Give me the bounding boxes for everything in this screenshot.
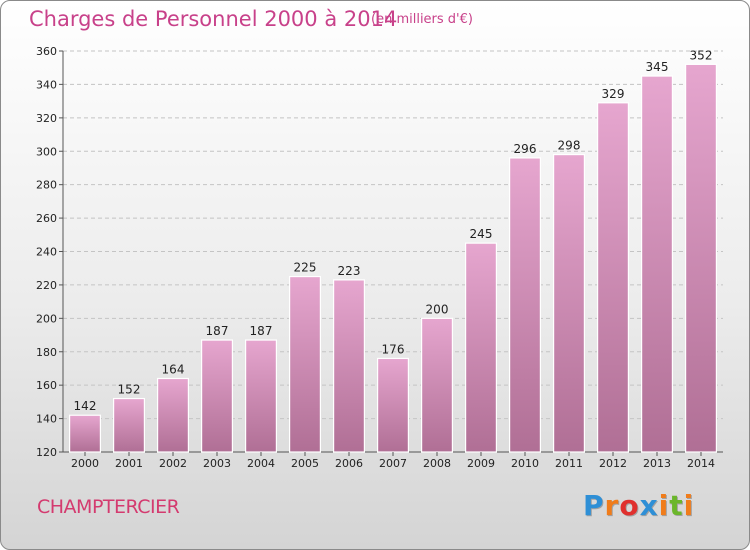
data-label: 352	[690, 48, 713, 62]
bar-2000[interactable]	[68, 414, 101, 453]
x-tick-label: 2012	[599, 457, 627, 470]
proxiti-logo[interactable]: Proxiti	[583, 489, 694, 522]
y-tick-label: 240	[36, 246, 57, 259]
data-label: 225	[294, 261, 317, 275]
bar-2010[interactable]	[509, 157, 542, 453]
x-tick-label: 2002	[159, 457, 187, 470]
x-tick-label: 2010	[511, 457, 539, 470]
x-tick-label: 2001	[115, 457, 143, 470]
y-tick-label: 120	[36, 446, 57, 459]
data-label: 345	[646, 60, 669, 74]
y-tick-label: 360	[36, 45, 57, 58]
x-tick-label: 2003	[203, 457, 231, 470]
data-label: 176	[382, 342, 405, 356]
x-tick-label: 2004	[247, 457, 275, 470]
bars	[68, 63, 717, 453]
x-tick-labels: 2000 2001 2002 2003 2004 2005 2006 2007 2008 2009…	[71, 452, 715, 470]
x-tick-label: 2011	[555, 457, 583, 470]
x-tick-label: 2013	[643, 457, 671, 470]
y-tick-label: 180	[36, 346, 57, 359]
chart-title: Charges de Personnel 2000 à 2014	[29, 7, 398, 31]
chart-subtitle: (en milliers d'€)	[371, 12, 473, 27]
data-label: 329	[602, 87, 625, 101]
logo-letter: t	[669, 489, 684, 522]
bar-2014[interactable]	[684, 63, 717, 453]
bar-2003[interactable]	[201, 339, 234, 453]
data-label: 187	[250, 324, 273, 338]
bar-2005[interactable]	[289, 275, 322, 453]
logo-letter: i	[683, 489, 695, 522]
logo-letter: P	[583, 489, 605, 522]
data-label: 142	[74, 399, 97, 413]
bar-2006[interactable]	[333, 279, 366, 453]
bar-2013[interactable]	[640, 75, 673, 453]
x-tick-label: 2009	[467, 457, 495, 470]
y-tick-label: 200	[36, 312, 57, 325]
logo-letter: i	[658, 489, 670, 522]
commune-name: CHAMPTERCIER	[37, 496, 180, 518]
y-tick-label: 340	[36, 78, 57, 91]
data-label: 296	[514, 142, 537, 156]
y-tick-label: 300	[36, 145, 57, 158]
bar-2004[interactable]	[245, 339, 278, 453]
y-tick-label: 160	[36, 379, 57, 392]
bar-2002[interactable]	[157, 377, 190, 453]
data-label: 187	[206, 324, 229, 338]
x-tick-label: 2007	[379, 457, 407, 470]
y-tick-label: 140	[36, 413, 57, 426]
y-tick-label: 220	[36, 279, 57, 292]
x-tick-label: 2005	[291, 457, 319, 470]
bar-2008[interactable]	[421, 317, 454, 453]
data-label: 298	[558, 139, 581, 153]
y-tick-label: 320	[36, 112, 57, 125]
bar-2011[interactable]	[552, 153, 585, 453]
logo-letter: o	[619, 489, 640, 522]
bar-2007[interactable]	[377, 357, 410, 453]
x-tick-label: 2000	[71, 457, 99, 470]
y-tick-label: 280	[36, 179, 57, 192]
x-tick-label: 2014	[687, 457, 715, 470]
bar-2009[interactable]	[465, 242, 498, 453]
data-labels: 142 152 164 187 187 225 223 176 200 245 296 298 329 3…	[74, 48, 713, 413]
data-label: 164	[162, 362, 185, 376]
bar-2012[interactable]	[596, 102, 629, 453]
logo-letter: r	[604, 489, 620, 522]
data-label: 223	[338, 264, 361, 278]
y-tick-labels: 120 140 160 180 200 220 240 260 280 300 320 340 360	[36, 45, 57, 459]
bar-2001[interactable]	[112, 397, 145, 453]
logo-letter: x	[639, 489, 659, 522]
y-tick-label: 260	[36, 212, 57, 225]
data-label: 245	[470, 227, 493, 241]
x-tick-label: 2006	[335, 457, 363, 470]
x-tick-label: 2008	[423, 457, 451, 470]
data-label: 200	[426, 302, 449, 316]
data-label: 152	[118, 383, 141, 397]
